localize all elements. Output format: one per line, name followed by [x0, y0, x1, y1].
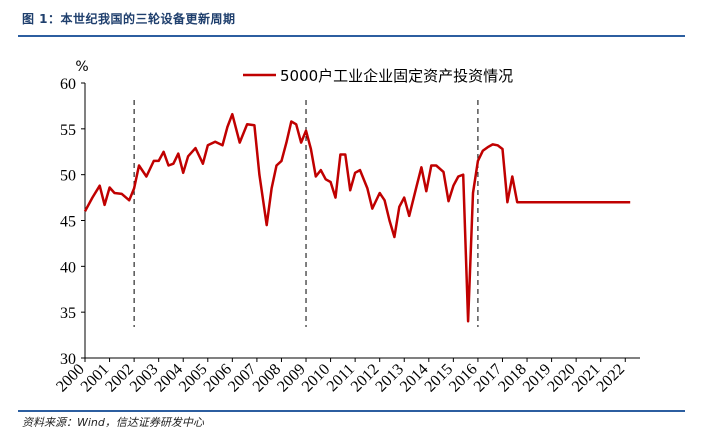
series-line — [83, 112, 631, 323]
legend: 5000户工业企业固定资产投资情况 — [243, 67, 513, 85]
line-chart: %303540455055602000200120022003200420052… — [53, 59, 640, 395]
source-rule — [18, 410, 685, 412]
y-tick-label: 40 — [60, 259, 76, 276]
y-tick-label: 55 — [60, 122, 76, 139]
y-tick-label: 45 — [60, 214, 76, 231]
series-layer — [83, 112, 631, 323]
cycle-markers — [133, 100, 479, 327]
title-rule — [18, 35, 685, 37]
legend-label: 5000户工业企业固定资产投资情况 — [280, 67, 513, 85]
axes-layer: %303540455055602000200120022003200420052… — [53, 59, 640, 395]
x-tick-label: 2022 — [593, 361, 628, 396]
y-tick-label: 30 — [60, 351, 76, 368]
figure-source: 资料来源：Wind，信达证券研发中心 — [22, 416, 204, 429]
y-tick-label: 60 — [60, 76, 76, 93]
y-tick-label: 35 — [60, 305, 76, 322]
y-tick-label: 50 — [60, 168, 76, 185]
y-unit-label: % — [75, 59, 88, 75]
figure-title: 图 1：本世纪我国的三轮设备更新周期 — [22, 12, 236, 26]
